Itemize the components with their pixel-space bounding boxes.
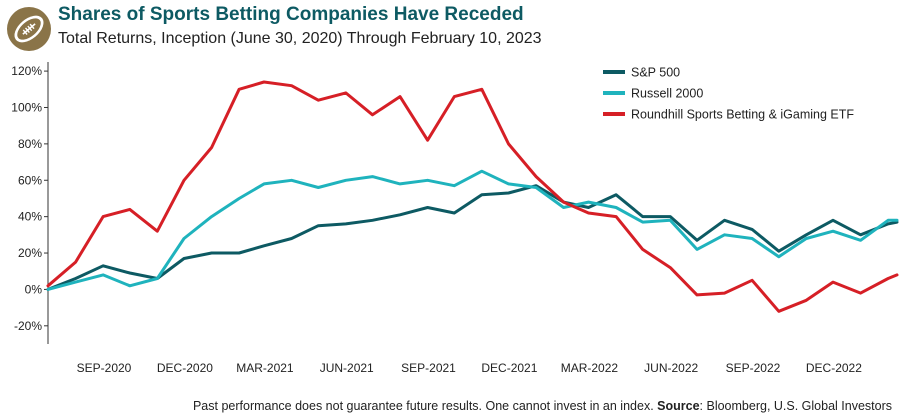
y-tick-label: 100% — [11, 100, 42, 114]
x-tick-label: DEC-2021 — [481, 361, 537, 375]
y-tick-label: 120% — [11, 64, 42, 78]
series-line-1 — [46, 169, 899, 291]
y-tick-label: 80% — [18, 137, 42, 151]
x-tick-label: JUN-2021 — [320, 361, 374, 375]
x-tick-label: SEP-2022 — [726, 361, 781, 375]
chart-subtitle: Total Returns, Inception (June 30, 2020)… — [58, 30, 542, 47]
source-label: Source — [657, 399, 700, 413]
chart-axes: -20% 0% 20% 40% 60% 80% 100% 120% SEP-2020 DEC-20… — [11, 62, 862, 375]
football-icon — [7, 7, 51, 51]
y-tick-label: 0% — [25, 282, 43, 296]
series-layer — [46, 80, 899, 313]
series-line-0 — [46, 184, 899, 291]
x-tick-label: MAR-2021 — [236, 361, 294, 375]
x-tick-label: JUN-2022 — [644, 361, 698, 375]
x-tick-label: DEC-2022 — [806, 361, 862, 375]
x-tick-label: DEC-2020 — [157, 361, 213, 375]
x-tick-label: SEP-2021 — [401, 361, 456, 375]
y-tick-label: -20% — [14, 319, 42, 333]
source-text: : Bloomberg, U.S. Global Investors — [699, 399, 892, 413]
legend-label: Roundhill Sports Betting & iGaming ETF — [631, 108, 854, 122]
chart-legend: S&P 500 Russell 2000 Roundhill Sports Bett… — [603, 66, 854, 122]
chart-title: Shares of Sports Betting Companies Have … — [58, 4, 524, 25]
x-tick-label: MAR-2022 — [561, 361, 619, 375]
y-tick-label: 20% — [18, 246, 42, 260]
y-tick-label: 60% — [18, 173, 42, 187]
series-line-2 — [46, 80, 899, 313]
legend-label: Russell 2000 — [631, 87, 703, 101]
disclaimer-text: Past performance does not guarantee futu… — [192, 399, 654, 413]
y-tick-label: 40% — [18, 210, 42, 224]
x-tick-label: SEP-2020 — [77, 361, 132, 375]
legend-label: S&P 500 — [631, 66, 680, 80]
footer-note: Past performance does not guarantee futu… — [193, 399, 892, 413]
